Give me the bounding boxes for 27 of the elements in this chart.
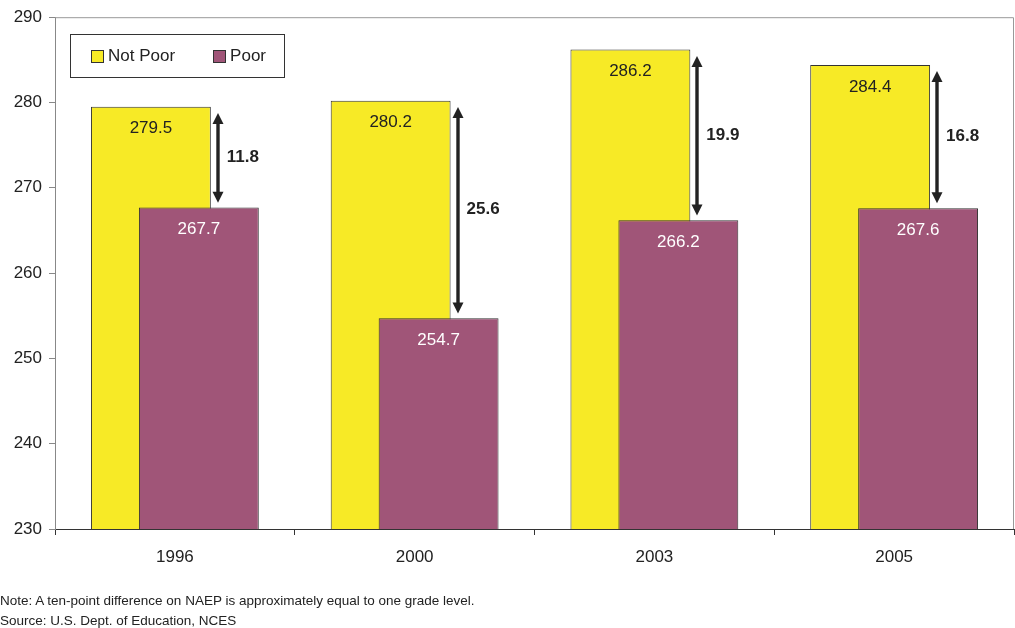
annotation: 16.8	[946, 126, 980, 146]
data-label: 279.5	[129, 118, 173, 138]
y-tick-label: 250	[13, 348, 42, 368]
annotation: 19.9	[706, 124, 740, 144]
data-label: 286.2	[609, 61, 652, 81]
text: Note: A ten-point difference on NAEP is approximately equal to one grade level.	[0, 592, 475, 610]
y-tick-label: 260	[13, 262, 42, 282]
y-tick-label: 270	[13, 177, 42, 197]
legend-label: Not Poor	[108, 46, 176, 67]
annotation: 11.8	[226, 146, 259, 166]
annotation: 25.6	[466, 199, 500, 219]
x-tick-label: 2000	[395, 546, 434, 566]
x-tick-label: 2003	[635, 546, 674, 566]
x-tick-label: 1996	[155, 546, 194, 566]
source-note: Source: U.S. Dept. of Education, NCES	[0, 612, 238, 628]
y-tick-label: 290	[13, 6, 42, 26]
data-label: 284.4	[848, 76, 892, 96]
data-label: 267.6	[896, 219, 940, 239]
legend-label: Poor	[230, 46, 267, 67]
data-label: 280.2	[369, 112, 412, 132]
x-tick-label: 2005	[875, 546, 914, 566]
data-label: 266.2	[657, 231, 700, 251]
data-label: 267.7	[177, 219, 221, 239]
y-tick-label: 230	[13, 518, 42, 538]
data-label: 254.7	[417, 330, 460, 349]
y-tick-label: 280	[13, 92, 42, 112]
y-tick-label: 240	[13, 433, 42, 453]
